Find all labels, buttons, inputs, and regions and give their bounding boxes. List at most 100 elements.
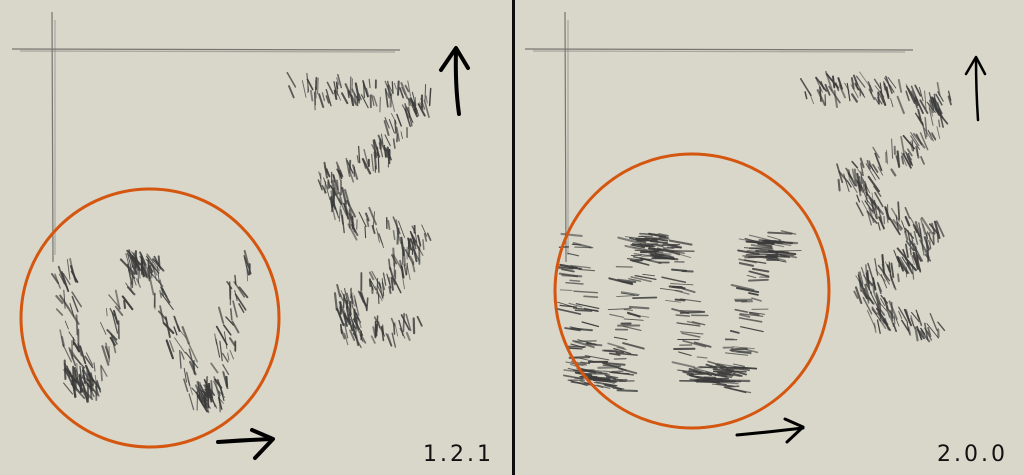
brush-dab <box>413 101 420 117</box>
brush-dab <box>732 346 755 350</box>
brush-dab <box>417 103 426 117</box>
brush-stroke-horizontal <box>555 230 802 394</box>
brush-dab <box>325 95 330 104</box>
brush-dab <box>378 233 385 249</box>
brush-dab <box>100 321 107 335</box>
brush-dab <box>749 311 766 315</box>
brush-dab <box>671 361 696 369</box>
brush-dab <box>70 270 79 283</box>
brush-dab <box>913 99 918 109</box>
brush-dab <box>746 349 759 354</box>
brush-dab <box>395 126 400 142</box>
brush-dab <box>218 306 225 324</box>
brush-dab <box>84 355 94 369</box>
brush-dab <box>384 88 389 108</box>
brush-dab <box>902 153 912 169</box>
brush-dab <box>347 313 351 326</box>
right-arrow-icon <box>735 417 805 444</box>
brush-dab <box>691 321 706 326</box>
brush-dab <box>872 163 879 173</box>
brush-dab <box>886 264 891 273</box>
brush-dab <box>751 297 762 302</box>
brush-dab <box>751 267 770 273</box>
brush-dab <box>222 364 230 375</box>
brush-dab <box>634 274 657 281</box>
brush-dab <box>919 99 929 115</box>
brush-dab <box>101 345 110 366</box>
brush-dab <box>346 199 357 218</box>
brush-dab <box>604 374 619 379</box>
brush-dab <box>716 381 739 385</box>
brush-dab <box>100 364 108 377</box>
brush-dab <box>349 329 356 341</box>
brush-dab <box>96 380 102 393</box>
brush-dab <box>890 98 894 108</box>
brush-dab <box>568 347 583 350</box>
brush-dab <box>880 298 886 307</box>
brush-dab <box>225 316 235 326</box>
brush-dab <box>142 266 148 279</box>
brush-dab <box>372 95 378 107</box>
brush-dab <box>630 244 646 249</box>
brush-dab <box>665 299 681 303</box>
brush-dab <box>288 85 295 99</box>
brush-dab <box>350 94 355 107</box>
brush-dab <box>924 116 928 138</box>
brush-dab <box>177 327 187 339</box>
brush-dab <box>377 156 380 173</box>
brush-dab <box>869 199 877 219</box>
brush-dab <box>389 93 393 108</box>
brush-dab <box>712 368 735 373</box>
brush-dab <box>160 292 174 310</box>
brush-dab <box>748 312 760 316</box>
brush-dab <box>947 90 952 102</box>
brush-dab <box>244 257 252 275</box>
brush-dab <box>339 323 343 335</box>
brush-dab <box>699 366 722 369</box>
brush-dab <box>185 351 199 369</box>
brush-dab <box>370 335 376 344</box>
brush-dab <box>676 322 701 327</box>
brush-dab <box>351 164 359 180</box>
brush-dab <box>808 91 815 105</box>
brush-dab <box>859 71 870 87</box>
brush-dab <box>855 202 864 217</box>
brush-dab <box>878 92 884 104</box>
brush-dab <box>405 331 411 341</box>
brush-dab <box>723 385 740 388</box>
brush-dab <box>410 233 417 243</box>
brush-dab <box>568 302 583 308</box>
brush-dab <box>71 295 79 313</box>
brush-dab <box>366 218 370 228</box>
panel-version-1-2-1: 1.2.1 <box>11 11 491 467</box>
brush-dab <box>856 194 861 203</box>
brush-dab <box>374 286 383 302</box>
brush-dab <box>217 389 226 398</box>
brush-dab <box>874 203 884 215</box>
brush-dab <box>898 310 903 319</box>
brush-dab <box>909 141 914 152</box>
brush-dab <box>878 318 887 330</box>
brush-dab <box>380 325 385 342</box>
brush-dab <box>246 265 249 282</box>
brush-dab <box>671 308 690 315</box>
brush-dab <box>904 150 913 161</box>
highlight-circle <box>553 152 831 430</box>
brush-dab <box>903 308 913 327</box>
brush-dab <box>179 350 182 369</box>
brush-dab <box>938 108 944 128</box>
brush-dab <box>376 227 380 243</box>
brush-dab <box>318 171 322 179</box>
brush-dab <box>62 343 72 363</box>
canvas-left <box>11 11 470 460</box>
brush-dab <box>632 296 658 299</box>
brush-dab <box>898 306 909 324</box>
brush-dab <box>578 268 596 272</box>
brush-dab <box>630 276 652 283</box>
brush-dab <box>679 310 702 312</box>
brush-dab <box>897 201 901 221</box>
brush-dab <box>920 156 925 165</box>
brush-dab <box>871 306 878 315</box>
brush-dab <box>688 370 704 375</box>
brush-dab <box>153 263 160 272</box>
